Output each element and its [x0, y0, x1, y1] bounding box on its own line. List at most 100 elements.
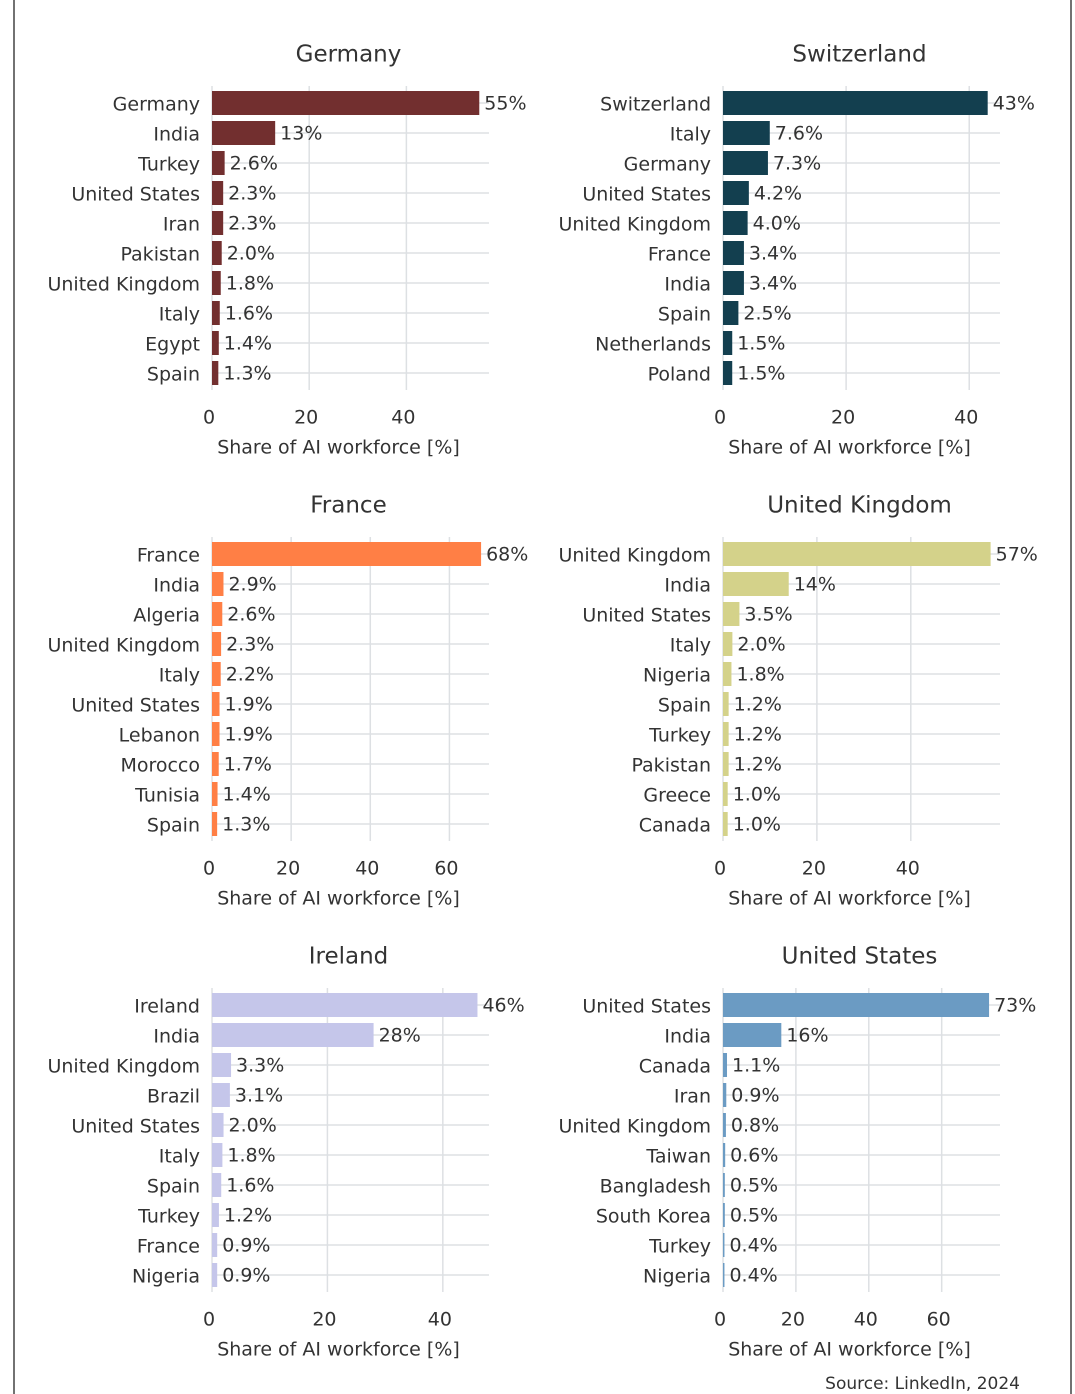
- category-label: Spain: [147, 364, 200, 386]
- bar: [212, 542, 482, 566]
- value-label: 55%: [484, 93, 526, 115]
- bar: [212, 241, 222, 265]
- bar: [723, 1173, 725, 1197]
- category-label: Turkey: [137, 154, 200, 176]
- category-label: Morocco: [120, 755, 200, 777]
- category-label: Italy: [159, 304, 200, 326]
- x-tick-label: 40: [854, 1309, 878, 1331]
- value-label: 4.2%: [754, 183, 802, 205]
- x-tick-label: 40: [954, 407, 978, 429]
- value-label: 1.0%: [733, 814, 781, 836]
- value-label: 28%: [379, 1025, 421, 1047]
- value-label: 1.0%: [733, 784, 781, 806]
- value-label: 1.4%: [223, 784, 271, 806]
- x-tick-label: 60: [434, 858, 458, 880]
- category-label: United Kingdom: [47, 274, 200, 296]
- x-tick-label: 40: [896, 858, 920, 880]
- category-label: Spain: [147, 815, 200, 837]
- bar: [212, 662, 221, 686]
- value-label: 3.5%: [744, 604, 792, 626]
- bar: [212, 151, 225, 175]
- category-label: Pakistan: [631, 755, 711, 777]
- category-label: India: [664, 1026, 711, 1048]
- category-label: Germany: [624, 154, 711, 176]
- category-label: Turkey: [648, 1236, 711, 1258]
- value-label: 2.3%: [228, 213, 276, 235]
- x-tick-label: 0: [714, 407, 726, 429]
- value-label: 1.9%: [225, 724, 273, 746]
- value-label: 1.2%: [734, 694, 782, 716]
- bar: [212, 722, 220, 746]
- bar: [212, 1173, 222, 1197]
- category-label: Egypt: [145, 334, 200, 356]
- value-label: 1.4%: [224, 333, 272, 355]
- value-label: 3.4%: [749, 243, 797, 265]
- bar: [723, 301, 739, 325]
- x-tick-label: 40: [428, 1309, 452, 1331]
- value-label: 13%: [280, 123, 322, 145]
- value-label: 1.9%: [225, 694, 273, 716]
- bar: [212, 1113, 224, 1137]
- value-label: 3.1%: [235, 1085, 283, 1107]
- category-label: United Kingdom: [47, 1056, 200, 1078]
- x-tick-label: 20: [781, 1309, 805, 1331]
- value-label: 14%: [794, 574, 836, 596]
- category-label: Poland: [648, 364, 711, 386]
- x-tick-label: 20: [294, 407, 318, 429]
- x-tick-label: 20: [276, 858, 300, 880]
- bar: [723, 572, 789, 596]
- category-label: United States: [71, 184, 200, 206]
- value-label: 57%: [996, 544, 1038, 566]
- value-label: 1.6%: [225, 303, 273, 325]
- category-label: Greece: [643, 785, 711, 807]
- bar: [723, 1023, 782, 1047]
- value-label: 68%: [486, 544, 528, 566]
- value-label: 2.5%: [743, 303, 791, 325]
- value-label: 2.0%: [229, 1115, 277, 1137]
- bar: [723, 151, 768, 175]
- bar: [212, 632, 222, 656]
- x-axis-label: Share of AI workforce [%]: [728, 1339, 971, 1361]
- value-label: 3.4%: [749, 273, 797, 295]
- bar: [723, 632, 733, 656]
- bar: [212, 572, 224, 596]
- x-axis-label: Share of AI workforce [%]: [217, 437, 460, 459]
- bar: [723, 993, 990, 1017]
- value-label: 1.8%: [226, 273, 274, 295]
- source: Source: LinkedIn, 2024: [825, 1374, 1020, 1394]
- x-tick-label: 0: [714, 1309, 726, 1331]
- bar: [212, 301, 220, 325]
- category-label: India: [664, 575, 711, 597]
- category-label: Nigeria: [643, 665, 711, 687]
- category-label: Turkey: [137, 1206, 200, 1228]
- bar: [212, 181, 224, 205]
- category-label: Spain: [658, 304, 711, 326]
- category-label: South Korea: [596, 1206, 711, 1228]
- panel-title: Germany: [296, 42, 402, 68]
- value-label: 1.5%: [737, 363, 785, 385]
- category-label: Algeria: [133, 605, 200, 627]
- value-label: 73%: [994, 995, 1036, 1017]
- category-label: Tunisia: [134, 785, 200, 807]
- bar: [723, 1203, 725, 1227]
- bar: [212, 752, 219, 776]
- bar: [723, 812, 728, 836]
- bar: [723, 782, 728, 806]
- value-label: 43%: [993, 93, 1035, 115]
- category-label: United States: [582, 996, 711, 1018]
- bar: [723, 331, 733, 355]
- category-label: United States: [71, 695, 200, 717]
- bar: [723, 752, 729, 776]
- category-label: Brazil: [147, 1086, 200, 1108]
- category-label: Germany: [113, 94, 200, 116]
- category-label: Ireland: [134, 996, 200, 1018]
- category-label: Netherlands: [595, 334, 711, 356]
- bar: [723, 1053, 728, 1077]
- panel-title: Ireland: [309, 944, 389, 970]
- panel-title: United Kingdom: [767, 493, 952, 519]
- x-tick-label: 40: [355, 858, 379, 880]
- bar: [723, 722, 729, 746]
- category-label: Taiwan: [645, 1146, 711, 1168]
- category-label: Lebanon: [119, 725, 200, 747]
- panel-title: Switzerland: [792, 42, 926, 68]
